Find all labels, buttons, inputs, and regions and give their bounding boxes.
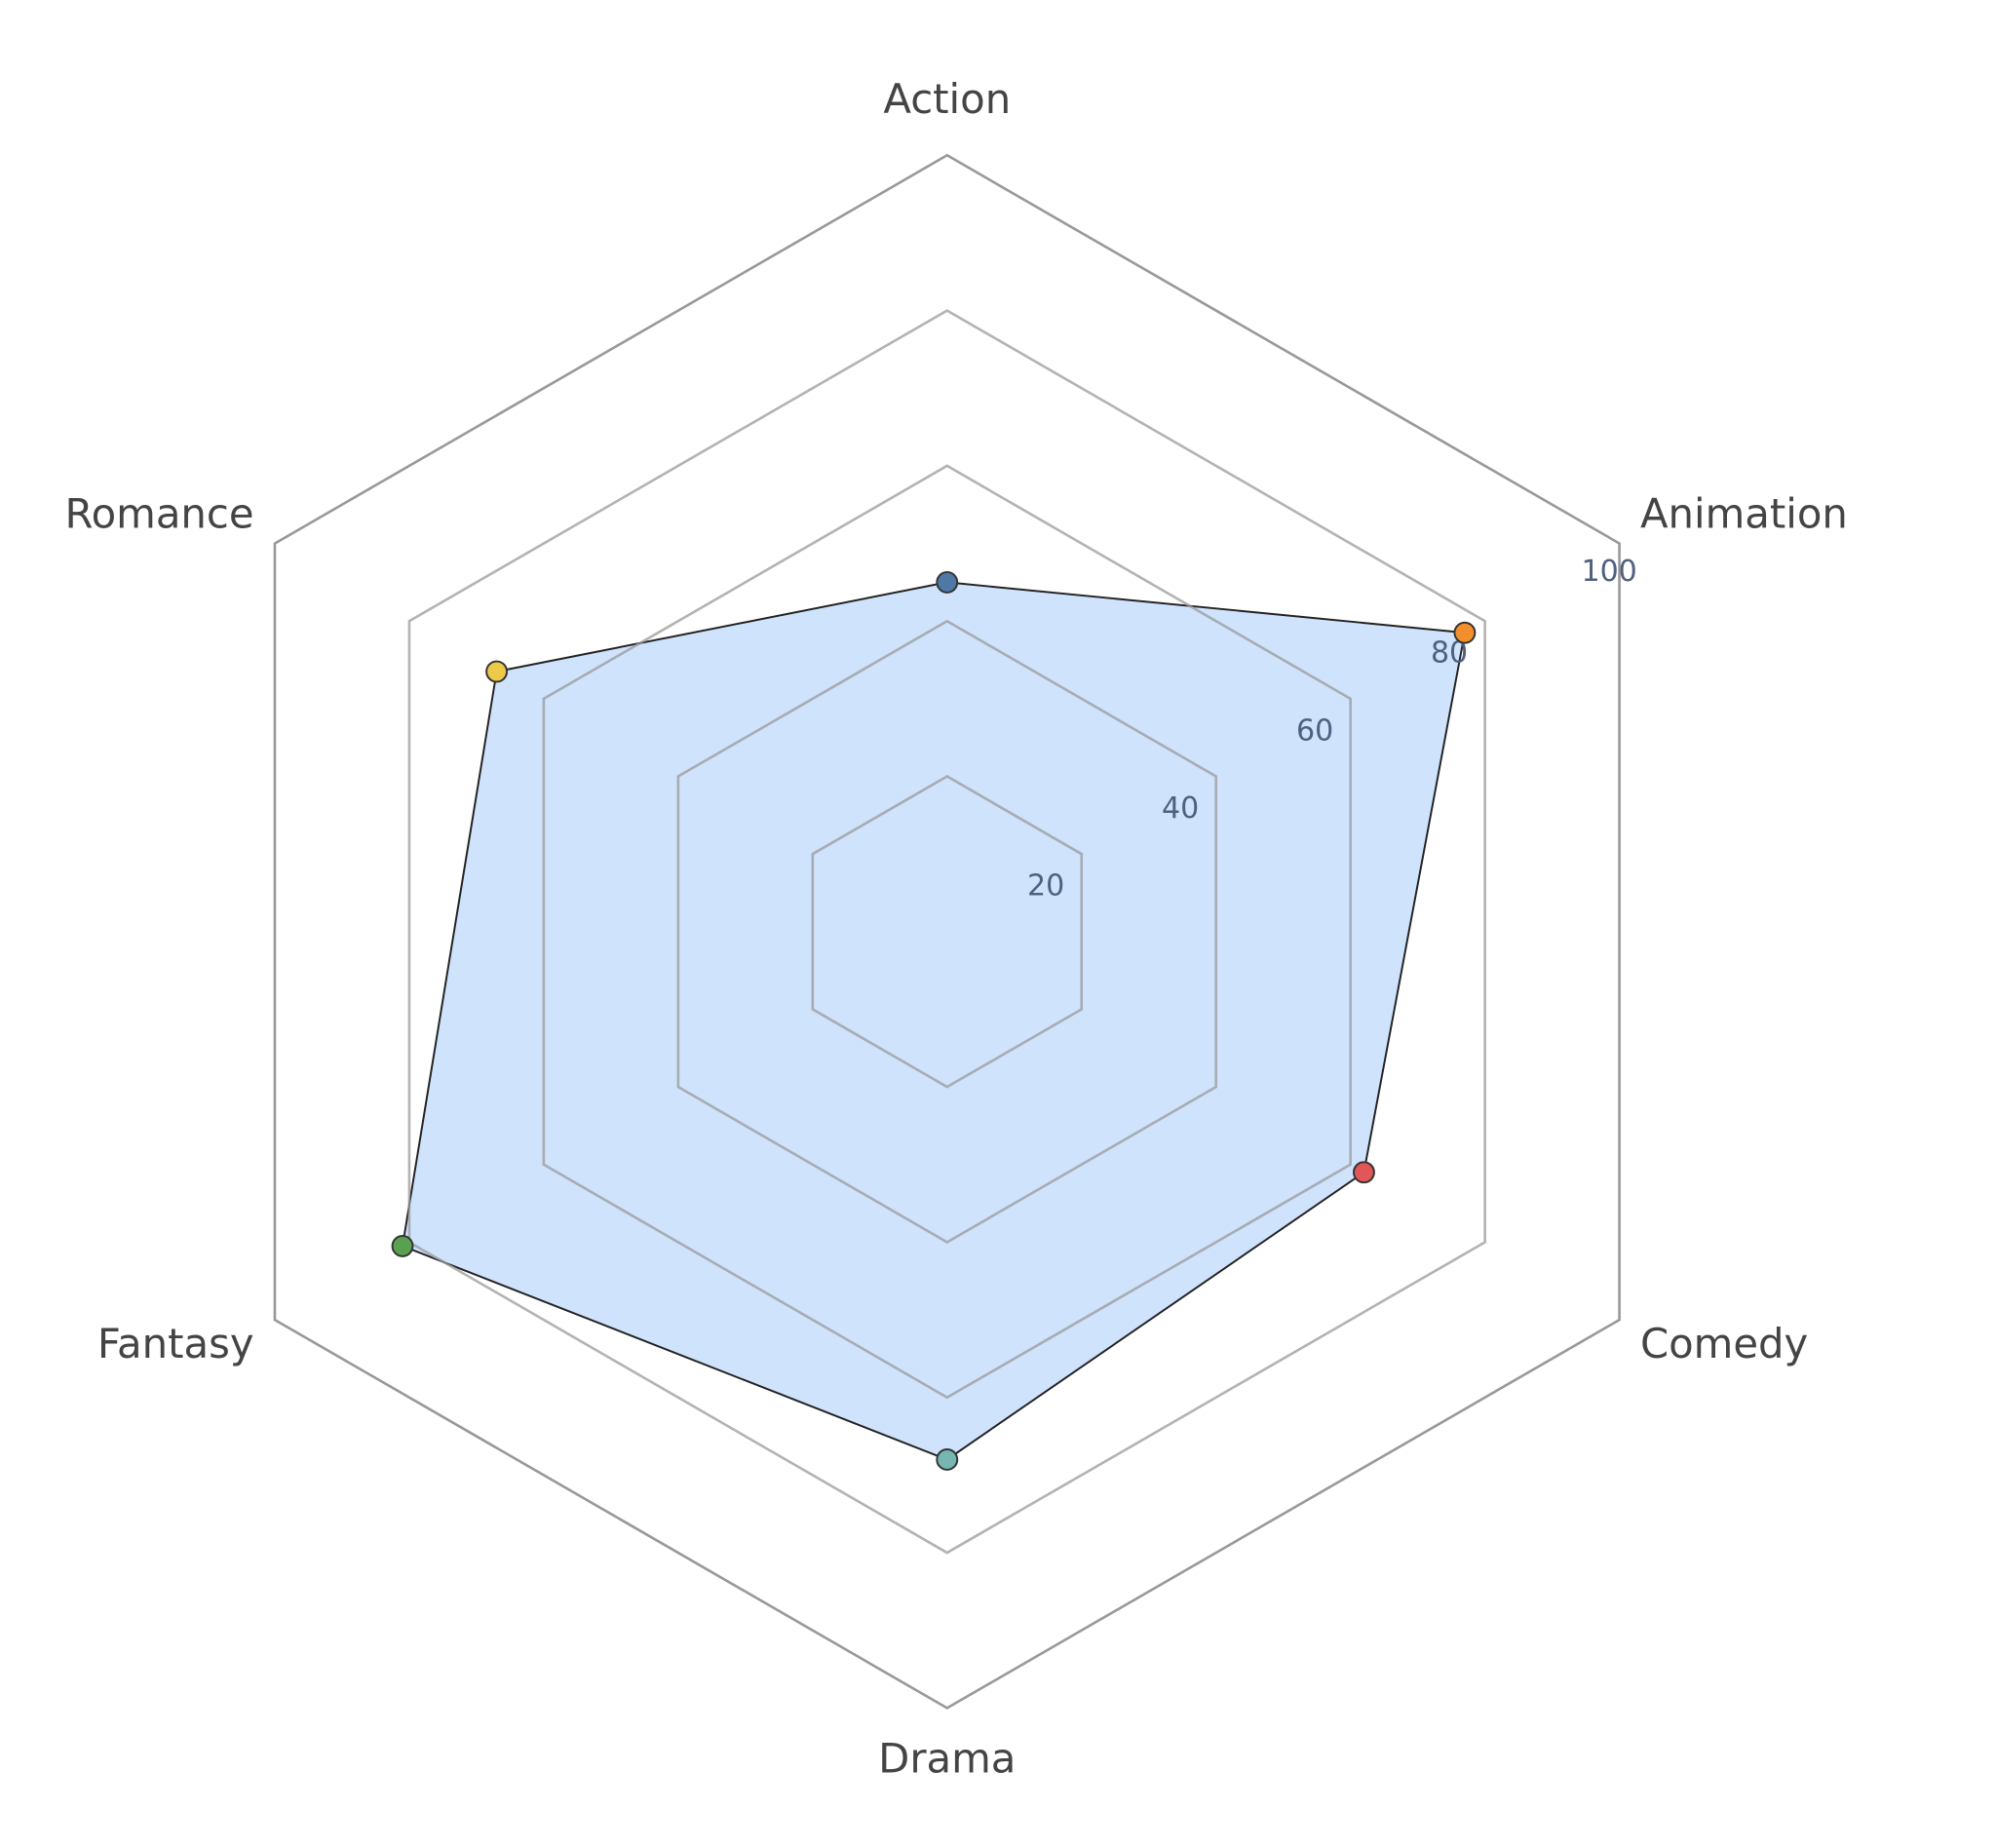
grid-ring [811, 775, 1084, 1089]
data-point [1353, 1161, 1375, 1184]
category-label: Comedy [1640, 1320, 1808, 1367]
data-point [391, 1235, 414, 1257]
r-tick-label: 60 [1296, 713, 1333, 748]
data-point [936, 1448, 959, 1471]
category-label: Animation [1640, 490, 1848, 538]
data-point [1453, 621, 1477, 644]
grid-ring [273, 153, 1621, 1710]
grid-ring [407, 309, 1486, 1555]
grid-ring [676, 619, 1217, 1244]
grid-ring [542, 464, 1352, 1400]
r-tick-label: 40 [1162, 791, 1199, 826]
data-point [485, 660, 509, 683]
r-tick-label: 100 [1581, 555, 1636, 589]
category-label: Fantasy [97, 1320, 254, 1367]
r-tick-label: 20 [1027, 869, 1064, 904]
category-label: Romance [64, 490, 253, 538]
data-point [936, 570, 959, 594]
category-label: Drama [878, 1735, 1016, 1783]
category-label: Action [883, 75, 1011, 123]
